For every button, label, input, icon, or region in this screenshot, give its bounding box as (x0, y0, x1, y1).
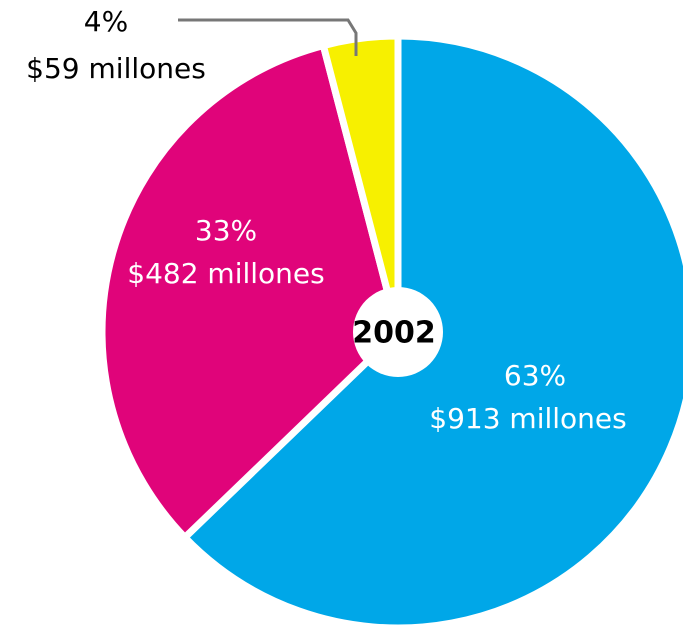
pie-slice-magenta (98, 42, 402, 541)
center-year-label: 2002 (352, 316, 436, 351)
slice-label-magenta-value: $482 millones (127, 257, 324, 290)
slice-label-blue-value: $913 millones (429, 402, 626, 435)
slice-label-yellow-value: $59 millones (26, 52, 206, 85)
leader-line-yellow (178, 18, 358, 56)
pie-slice-yellow (319, 32, 402, 336)
slice-label-yellow-percent: 4% (84, 5, 128, 38)
center-disc (353, 287, 443, 377)
slice-label-blue-percent: 63% (504, 359, 566, 392)
slice-label-magenta-percent: 33% (195, 214, 257, 247)
